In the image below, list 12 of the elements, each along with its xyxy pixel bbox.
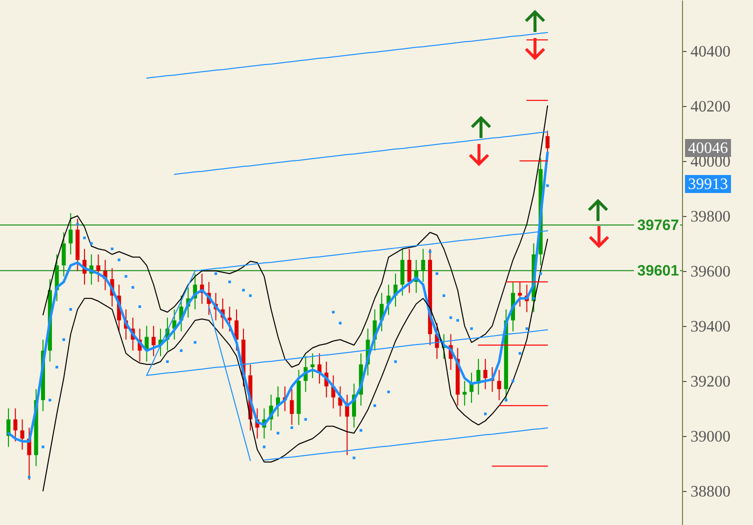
y-tick-label: 39600 <box>690 263 730 280</box>
ref-line-label: 39601 <box>637 262 679 280</box>
y-tick-label: 39400 <box>690 318 730 336</box>
y-tick-label: 39800 <box>690 208 730 226</box>
y-tick-label: 39200 <box>690 373 730 390</box>
y-tick-label: 40200 <box>690 98 730 116</box>
y-tick-label: 39000 <box>690 428 730 446</box>
y-tick-label: 38800 <box>690 483 730 500</box>
ref-line-label: 39767 <box>637 216 679 234</box>
y-tick-label: 40400 <box>690 43 730 60</box>
text: 39913 <box>688 176 728 193</box>
text: 40046 <box>688 140 728 157</box>
